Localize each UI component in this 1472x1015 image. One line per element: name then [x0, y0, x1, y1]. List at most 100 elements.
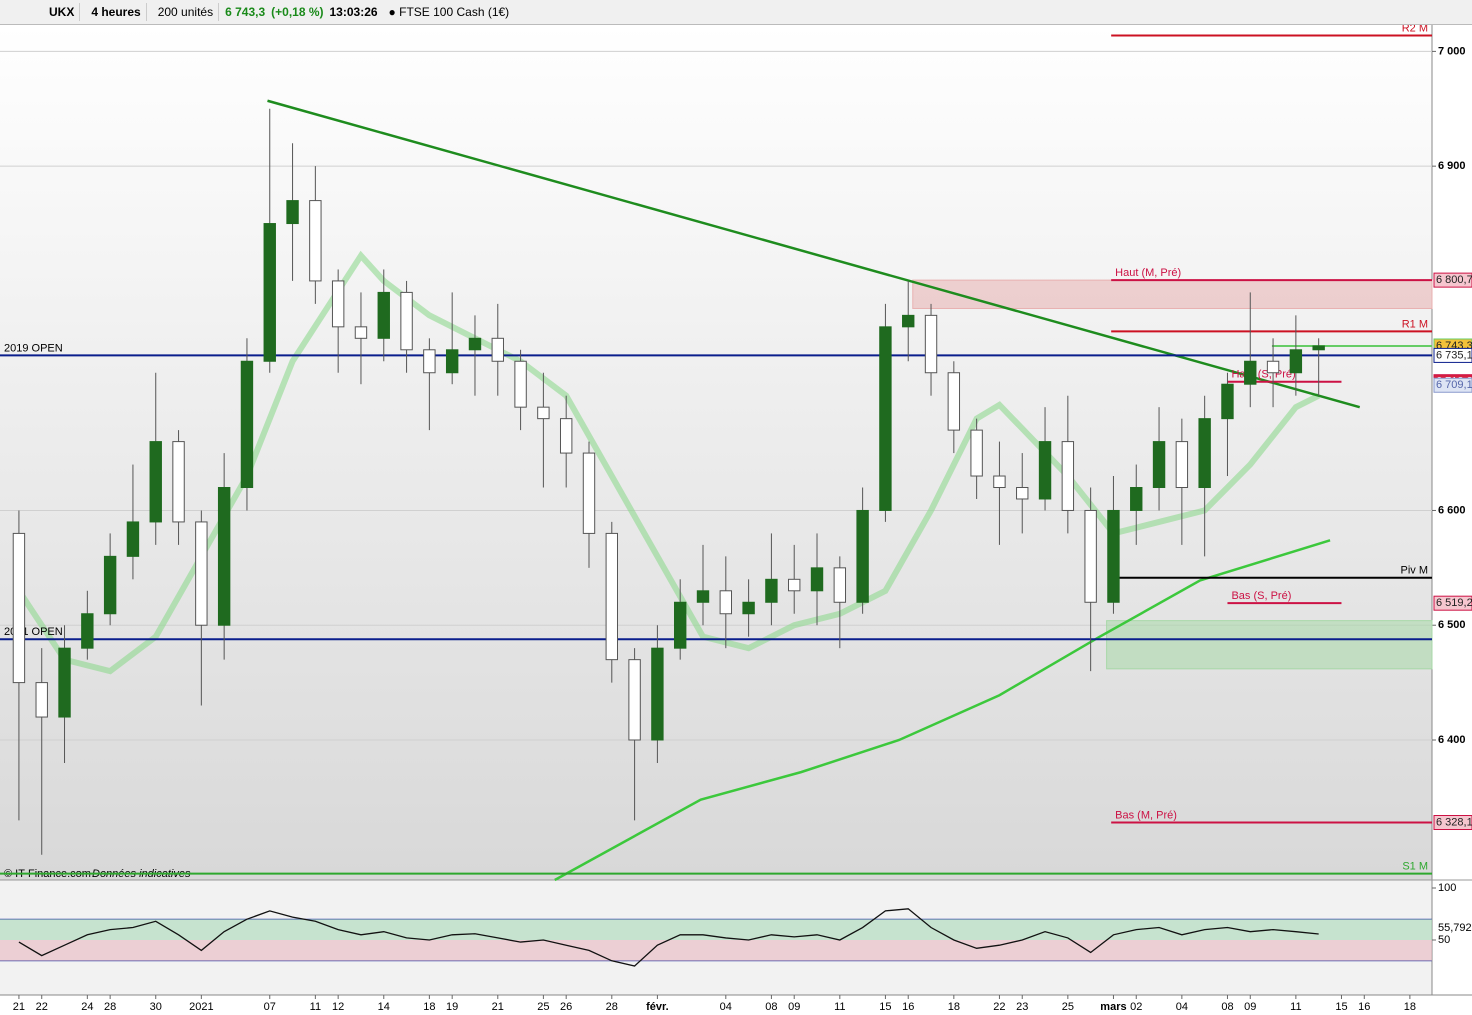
- y-tick-label: 50: [1438, 934, 1450, 946]
- candle-body: [263, 223, 276, 362]
- candle-body: [856, 509, 869, 603]
- level-name: Haut (M, Pré): [1115, 267, 1181, 279]
- x-tick-label: 18: [1404, 1001, 1416, 1013]
- x-tick-label: 22: [36, 1001, 48, 1013]
- x-tick-label: 11: [834, 1001, 845, 1013]
- zone: [1106, 620, 1433, 670]
- x-tick-label: 02: [1130, 1001, 1142, 1013]
- candle-body: [879, 326, 892, 511]
- candle-body: [149, 441, 162, 523]
- candle-body: [423, 349, 436, 374]
- change: (+0,18 %): [271, 5, 324, 19]
- candle-body: [673, 601, 687, 649]
- x-tick-label: 04: [1176, 1001, 1188, 1013]
- x-tick-label: 15: [1335, 1001, 1347, 1013]
- candle-body: [58, 647, 71, 718]
- candle-body: [993, 475, 1006, 489]
- candle-body: [970, 429, 983, 477]
- x-tick-label: 18: [423, 1001, 435, 1013]
- level-box: [1433, 347, 1472, 363]
- candle-body: [651, 647, 664, 741]
- candle-body: [172, 441, 185, 523]
- level-box: [1433, 815, 1472, 831]
- x-tick-label: 19: [446, 1001, 458, 1013]
- x-tick-label: 22: [993, 1001, 1005, 1013]
- x-tick-label: mars: [1100, 1001, 1126, 1013]
- rsi-line: [18, 908, 1319, 967]
- candle-body: [902, 314, 915, 328]
- x-tick-label: 30: [150, 1001, 162, 1013]
- candle-body: [1061, 441, 1075, 511]
- candle-body: [1038, 441, 1052, 500]
- candle-body: [331, 280, 345, 328]
- level-label: 6 800,7: [1436, 274, 1472, 286]
- candle-body: [103, 555, 117, 615]
- candle-body: [924, 314, 938, 374]
- candle-body: [1084, 509, 1097, 603]
- band-zone: [0, 940, 1432, 961]
- candle-body: [400, 291, 413, 351]
- candle-body: [1289, 349, 1303, 374]
- x-tick-label: 21: [13, 1001, 25, 1013]
- x-tick-label: 08: [1221, 1001, 1233, 1013]
- candle-body: [354, 326, 368, 339]
- candle-body: [628, 659, 641, 741]
- x-tick-label: 28: [606, 1001, 618, 1013]
- x-tick-label: 11: [1290, 1001, 1301, 1013]
- candle-body: [286, 200, 299, 225]
- candle-body: [217, 487, 231, 626]
- time: 13:03:26: [329, 5, 378, 19]
- level-name: R1 M: [1402, 318, 1428, 330]
- candle-body: [1244, 360, 1257, 385]
- level-name: Haut (S, Pré): [1231, 369, 1295, 381]
- chart: © IT-Finance.com Données indicatives 6 4…: [0, 25, 1472, 1013]
- candle-body: [1221, 383, 1234, 420]
- level-label: 6 328,1: [1436, 816, 1472, 828]
- level-name: S1 M: [1402, 860, 1428, 872]
- y-tick-label: 6 500: [1438, 619, 1466, 631]
- y-tick-label: 100: [1438, 882, 1456, 894]
- x-tick-label: 08: [765, 1001, 777, 1013]
- candle-body: [788, 578, 801, 592]
- candle-body: [514, 360, 527, 408]
- period[interactable]: 4 heures: [86, 3, 147, 21]
- x-tick-label: 04: [720, 1001, 732, 1013]
- symbol[interactable]: UKX: [44, 3, 81, 21]
- x-tick-label: 15: [879, 1001, 891, 1013]
- level-label: 6 519,2: [1436, 597, 1472, 609]
- y-tick-label: 6 900: [1438, 160, 1466, 172]
- candle-body: [1266, 360, 1280, 374]
- candle-body: [605, 532, 618, 661]
- level-box: [1433, 595, 1472, 611]
- y-tick-label: 6 600: [1438, 504, 1466, 516]
- candle-body: [468, 337, 482, 351]
- x-tick-label: 16: [902, 1001, 914, 1013]
- x-tick-label: 25: [537, 1001, 549, 1013]
- candle-body: [35, 682, 48, 718]
- zone: [912, 279, 1433, 309]
- band-zone: [0, 919, 1432, 940]
- level-label: 6 709,1: [1436, 379, 1472, 391]
- x-tick-label: 07: [264, 1001, 276, 1013]
- plot-bg: [0, 25, 1432, 880]
- candle-body: [1016, 487, 1029, 500]
- x-tick-label: 2021: [189, 1001, 213, 1013]
- candle-body: [1198, 418, 1211, 489]
- level-name: R2 M: [1402, 25, 1428, 34]
- x-tick-label: 09: [1244, 1001, 1256, 1013]
- candle-body: [1107, 509, 1120, 603]
- candle-body: [719, 590, 733, 615]
- candle-body: [947, 372, 961, 431]
- price: 6 743,3: [225, 5, 266, 19]
- level-name: Bas (M, Pré): [1115, 809, 1177, 821]
- x-tick-label: 23: [1016, 1001, 1028, 1013]
- x-tick-label: 26: [560, 1001, 572, 1013]
- candle-body: [765, 578, 778, 603]
- units[interactable]: 200 unités: [153, 3, 220, 21]
- candle-body: [559, 418, 573, 454]
- x-tick-label: 09: [788, 1001, 800, 1013]
- candle-body: [309, 200, 322, 282]
- candle-body: [240, 360, 254, 489]
- y-tick-label: 6 400: [1438, 734, 1466, 746]
- candle-body: [1152, 441, 1166, 489]
